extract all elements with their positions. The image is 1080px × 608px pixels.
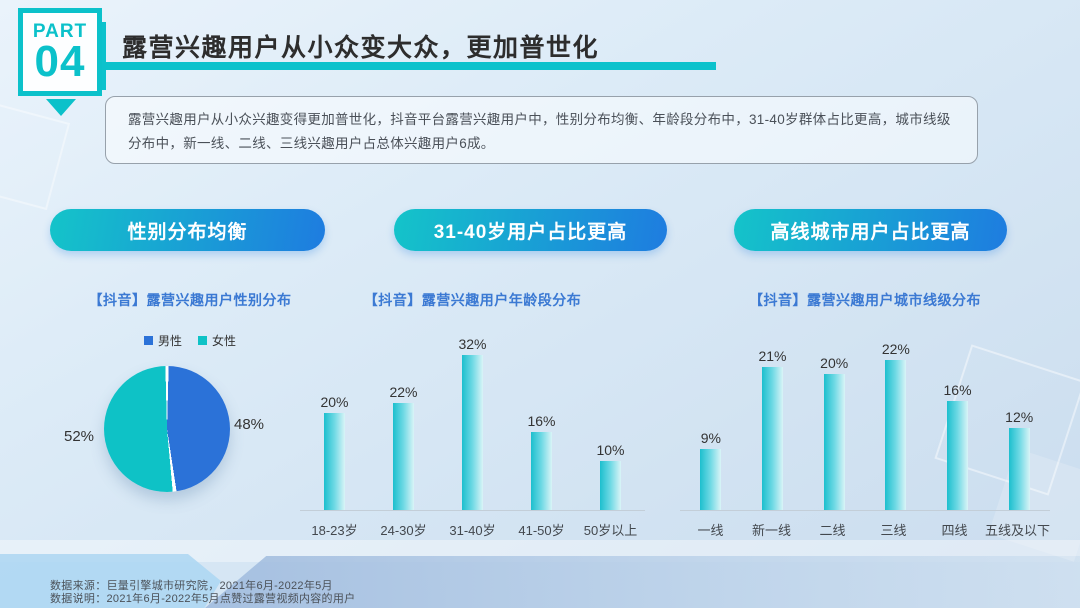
bar: [885, 360, 907, 510]
category-label: 一线: [697, 523, 724, 538]
bar-value-label: 16%: [943, 382, 972, 398]
bar-column: 20%: [300, 394, 369, 510]
part-badge: PART 04: [18, 8, 102, 96]
bar-value-label: 12%: [1005, 409, 1034, 425]
bar: [600, 461, 621, 510]
bar-value-label: 9%: [700, 430, 721, 446]
highlight-pill-city: 高线城市用户占比更高: [734, 209, 1007, 251]
bar-value-label: 20%: [320, 394, 349, 410]
pie-value-male: 48%: [234, 416, 265, 433]
category-label: 新一线: [751, 523, 791, 538]
chart-title: 【抖音】露营兴趣用户年龄段分布: [363, 292, 582, 308]
gender-pie-chart: 【抖音】露营兴趣用户性别分布 男性 女性 48% 52%: [40, 290, 340, 545]
bar-column: 22%: [865, 341, 927, 510]
part-number: 04: [34, 36, 86, 86]
bar-value-label: 22%: [881, 341, 910, 357]
bar-column: 20%: [803, 355, 865, 510]
age-bar-chart: 【抖音】露营兴趣用户年龄段分布 20% 22% 32% 16% 10% 18-23岁 24…: [300, 290, 645, 545]
bar: [393, 403, 414, 510]
summary-text: 露营兴趣用户从小众兴趣变得更加普世化，抖音平台露营兴趣用户中，性别分布均衡、年龄…: [128, 112, 951, 151]
bar-column: 21%: [742, 348, 804, 510]
data-source: 数据来源：巨量引擎城市研究院，2021年6月-2022年5月: [50, 580, 333, 592]
plot-area: 9% 21% 20% 22% 16% 12%: [680, 316, 1050, 511]
bar: [324, 413, 345, 510]
highlight-pill-age: 31-40岁用户占比更高: [394, 209, 667, 251]
category-label: 五线及以下: [985, 523, 1051, 538]
page-title: 露营兴趣用户从小众变大众，更加普世化: [122, 34, 600, 62]
bar-column: 10%: [576, 442, 645, 510]
city-tier-bar-chart: 【抖音】露营兴趣用户城市线级分布 9% 21% 20% 22% 16% 12% 一线 新一线…: [680, 290, 1050, 545]
category-label: 24-30岁: [380, 523, 427, 538]
bar: [462, 355, 483, 510]
footer: 数据来源：巨量引擎城市研究院，2021年6月-2022年5月 数据说明：2021…: [50, 580, 355, 606]
summary-box: 露营兴趣用户从小众兴趣变得更加普世化，抖音平台露营兴趣用户中，性别分布均衡、年龄…: [105, 96, 978, 164]
legend-swatch-male: [143, 336, 153, 345]
bar-value-label: 16%: [527, 413, 556, 429]
bar: [1008, 428, 1030, 510]
chart-title: 【抖音】露营兴趣用户城市线级分布: [749, 292, 981, 308]
pie: [104, 366, 230, 492]
title-accent-bar: [102, 22, 106, 90]
bar-column: 22%: [369, 384, 438, 510]
chart-title: 【抖音】露营兴趣用户性别分布: [88, 292, 292, 308]
bar: [700, 449, 722, 510]
bar-column: 16%: [507, 413, 576, 510]
highlight-pill-gender: 性别分布均衡: [50, 209, 325, 251]
category-label: 三线: [880, 523, 907, 538]
category-axis: 18-23岁 24-30岁 31-40岁 41-50岁 50岁以上: [300, 520, 645, 539]
background-square: [0, 99, 71, 211]
legend-label-male: 男性: [157, 334, 182, 348]
bar-value-label: 32%: [458, 336, 487, 352]
bar-value-label: 21%: [758, 348, 787, 364]
legend: 男性 女性: [40, 332, 340, 349]
part-label: PART: [32, 20, 88, 42]
bar: [762, 367, 783, 510]
bar-value-label: 20%: [820, 355, 849, 371]
plot-area: 20% 22% 32% 16% 10%: [300, 316, 645, 511]
category-label: 四线: [941, 523, 968, 538]
category-label: 18-23岁: [311, 523, 358, 538]
legend-label-female: 女性: [212, 334, 237, 348]
legend-swatch-female: [198, 336, 207, 345]
bar-column: 12%: [988, 409, 1050, 510]
legend-item-male: 男性: [143, 332, 182, 349]
bar-value-label: 10%: [596, 442, 625, 458]
bar-column: 16%: [927, 382, 989, 510]
pie-value-female: 52%: [64, 428, 95, 445]
bar-column: 32%: [438, 336, 507, 510]
bar-value-label: 22%: [389, 384, 418, 400]
bar-column: 9%: [680, 430, 742, 510]
category-label: 二线: [819, 523, 846, 538]
bar: [947, 401, 969, 510]
category-label: 41-50岁: [518, 523, 565, 538]
title-underline: [106, 62, 716, 70]
bar: [823, 374, 845, 510]
badge-arrow-icon: [46, 99, 76, 116]
category-label: 31-40岁: [449, 523, 496, 538]
category-label: 50岁以上: [583, 523, 638, 538]
data-note: 数据说明：2021年6月-2022年5月点赞过露营视频内容的用户: [50, 593, 356, 605]
legend-item-female: 女性: [198, 332, 236, 349]
bar: [531, 432, 552, 510]
category-axis: 一线 新一线 二线 三线 四线 五线及以下: [680, 520, 1050, 539]
